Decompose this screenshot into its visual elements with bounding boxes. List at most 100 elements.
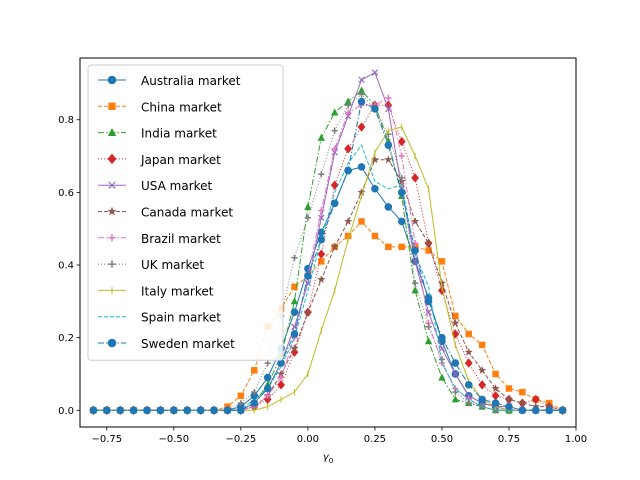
- data-point: [116, 406, 125, 415]
- legend-item: Sweden market: [98, 337, 235, 351]
- data-point: [518, 398, 527, 407]
- data-point: [398, 152, 405, 160]
- data-point: [410, 216, 420, 226]
- x-tick-label: 1.00: [565, 434, 587, 445]
- data-point: [129, 406, 138, 415]
- legend-item: USA market: [98, 179, 213, 193]
- data-point: [290, 297, 299, 305]
- data-point: [89, 406, 98, 415]
- data-point: [290, 330, 299, 338]
- data-point: [358, 218, 365, 225]
- data-point: [478, 341, 486, 349]
- data-point: [411, 280, 419, 287]
- data-point: [264, 392, 271, 399]
- data-point: [477, 365, 487, 374]
- y-tick-label: 0.0: [58, 406, 74, 417]
- x-tick-label: 0.50: [431, 434, 453, 445]
- data-point: [425, 323, 432, 330]
- legend-item: Japan market: [98, 153, 221, 167]
- data-point: [317, 275, 326, 284]
- data-point: [143, 406, 151, 415]
- x-tick-label: 0.25: [364, 434, 386, 445]
- data-point: [384, 141, 393, 149]
- data-point: [478, 380, 487, 390]
- data-point: [237, 406, 245, 415]
- data-point: [317, 235, 326, 244]
- legend-item: Canada market: [98, 206, 233, 220]
- data-point: [317, 133, 325, 141]
- data-point: [304, 214, 312, 221]
- legend-label: Japan market: [140, 153, 221, 167]
- data-point: [384, 203, 393, 211]
- data-point: [210, 406, 218, 415]
- data-point: [438, 356, 446, 363]
- data-point: [385, 105, 392, 113]
- data-point: [370, 155, 380, 164]
- data-point: [451, 359, 460, 367]
- y-tick-label: 0.4: [58, 261, 74, 272]
- data-point: [318, 214, 325, 222]
- data-point: [156, 406, 165, 415]
- data-point: [505, 385, 513, 392]
- data-point: [397, 188, 406, 197]
- legend-marker: [108, 102, 116, 110]
- axes-border: [79, 57, 577, 428]
- data-point: [251, 388, 258, 396]
- data-point: [357, 122, 366, 132]
- data-point: [452, 370, 459, 378]
- data-point: [464, 381, 473, 389]
- legend-item: China market: [98, 100, 222, 114]
- data-point: [545, 406, 553, 415]
- data-point: [304, 272, 312, 280]
- data-point: [504, 394, 514, 404]
- legend-box: [87, 64, 284, 361]
- legend-label: Australia market: [141, 74, 241, 88]
- legend-label: Sweden market: [141, 337, 235, 351]
- data-point: [518, 406, 527, 415]
- legend-item: UK market: [98, 258, 204, 272]
- data-point: [491, 384, 500, 393]
- data-point: [317, 249, 326, 259]
- data-point: [558, 406, 567, 415]
- data-point: [424, 297, 433, 306]
- legend-label: Brazil market: [141, 232, 221, 246]
- data-point: [263, 384, 272, 393]
- series-sweden-market: [89, 97, 567, 415]
- legend-label: Italy market: [141, 284, 214, 298]
- data-point: [424, 238, 433, 247]
- legend-marker: [108, 181, 116, 189]
- data-point: [478, 395, 486, 404]
- data-point: [385, 243, 392, 251]
- legend-marker: [107, 153, 117, 165]
- data-point: [358, 91, 365, 98]
- data-point: [344, 109, 352, 116]
- data-point: [318, 207, 325, 214]
- data-point: [411, 246, 419, 255]
- legend-label: USA market: [141, 179, 213, 193]
- x-tick-label: −0.50: [159, 434, 190, 445]
- data-point: [277, 374, 285, 381]
- data-point: [291, 323, 298, 330]
- data-point: [304, 202, 312, 210]
- data-point: [385, 94, 392, 102]
- data-point: [371, 184, 379, 193]
- x-tick-label: 0.75: [498, 434, 520, 445]
- legend-label: Canada market: [141, 206, 233, 220]
- data-point: [397, 217, 406, 226]
- y-tick-label: 0.6: [58, 188, 74, 199]
- data-point: [531, 406, 540, 415]
- data-point: [411, 173, 420, 183]
- legend-item: Italy market: [98, 284, 214, 298]
- data-point: [251, 367, 258, 374]
- data-point: [318, 258, 325, 265]
- data-point: [464, 347, 474, 356]
- legend-item: Australia market: [98, 74, 241, 88]
- data-point: [103, 406, 111, 415]
- data-point: [358, 76, 365, 84]
- data-point: [291, 254, 298, 261]
- legend-item: Spain market: [98, 311, 221, 325]
- legend: Australia market China market India market…: [87, 64, 284, 361]
- data-point: [452, 388, 459, 396]
- legend-marker: [107, 127, 117, 136]
- data-point: [330, 180, 339, 190]
